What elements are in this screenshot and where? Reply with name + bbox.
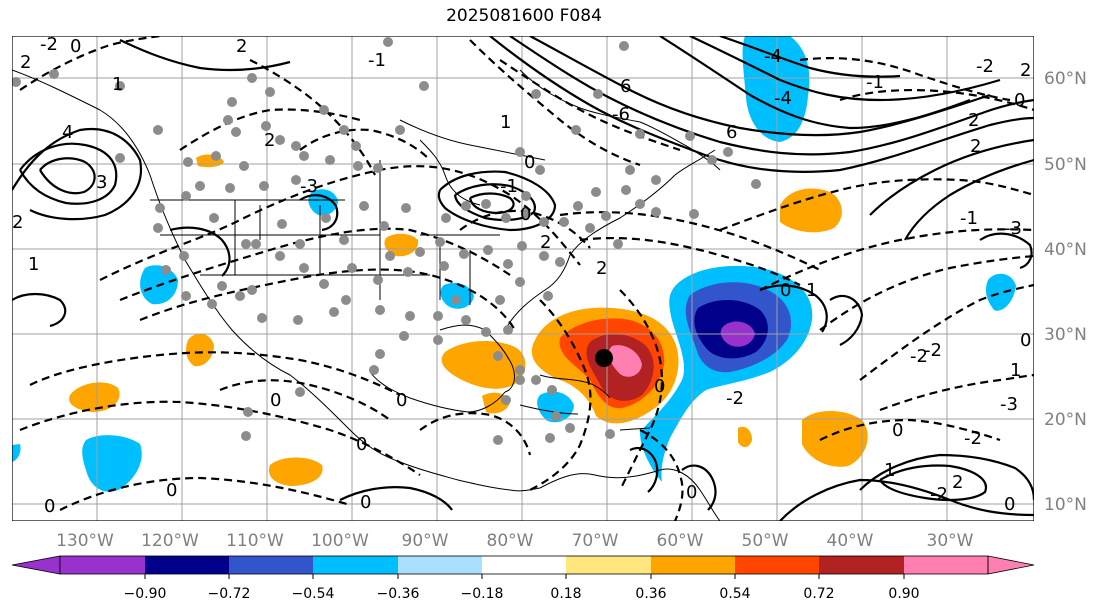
svg-text:1: 1 [1010, 360, 1021, 381]
svg-text:0: 0 [360, 492, 371, 513]
map-area: 2 -2 0 1 4 3 2 1 2 2 -3 -1 1 0 -1 0 2 6 … [12, 34, 1034, 521]
svg-text:0: 0 [356, 434, 367, 455]
svg-text:-1: -1 [866, 72, 884, 93]
svg-text:−0.54: −0.54 [292, 586, 335, 602]
svg-text:−0.90: −0.90 [124, 586, 167, 602]
svg-text:2: 2 [970, 136, 981, 157]
svg-text:0: 0 [166, 480, 177, 501]
svg-text:-2: -2 [910, 346, 928, 367]
coastlines [12, 69, 721, 521]
svg-text:100°W: 100°W [311, 531, 369, 551]
svg-text:4: 4 [62, 122, 73, 143]
svg-text:-3: -3 [300, 176, 318, 197]
svg-text:-2: -2 [726, 388, 744, 409]
svg-text:30°N: 30°N [1044, 325, 1087, 345]
svg-text:1: 1 [884, 460, 895, 481]
svg-text:2: 2 [596, 258, 607, 279]
svg-text:3: 3 [96, 172, 107, 193]
svg-text:6: 6 [620, 76, 631, 97]
svg-text:0.36: 0.36 [635, 586, 666, 602]
svg-text:130°W: 130°W [56, 531, 114, 551]
svg-text:-4: -4 [774, 88, 792, 109]
svg-text:-3: -3 [1004, 218, 1022, 239]
svg-text:0.90: 0.90 [888, 586, 919, 602]
svg-text:60°N: 60°N [1044, 69, 1087, 89]
svg-text:−0.36: −0.36 [377, 586, 420, 602]
svg-text:2: 2 [236, 36, 247, 57]
svg-text:-2: -2 [924, 340, 942, 361]
svg-text:0: 0 [780, 280, 791, 301]
svg-text:2: 2 [952, 472, 963, 493]
svg-text:-1: -1 [368, 50, 386, 71]
svg-text:6: 6 [726, 122, 737, 143]
colorbar: −0.90 −0.72 −0.54 −0.36 −0.18 0.18 0.36 … [11, 555, 1035, 602]
svg-text:10°N: 10°N [1044, 495, 1087, 515]
negative-anomaly-shading [12, 36, 1016, 492]
svg-text:-6: -6 [612, 104, 630, 125]
svg-text:110°W: 110°W [226, 531, 284, 551]
svg-text:0.18: 0.18 [550, 586, 581, 602]
colorbar-tick-labels: −0.90 −0.72 −0.54 −0.36 −0.18 0.18 0.36 … [124, 586, 920, 602]
svg-text:-2: -2 [40, 34, 58, 55]
svg-text:-2: -2 [930, 484, 948, 505]
svg-text:90°W: 90°W [402, 531, 449, 551]
svg-text:2: 2 [264, 130, 275, 151]
svg-text:−0.18: −0.18 [461, 586, 504, 602]
svg-text:2: 2 [12, 212, 23, 233]
svg-text:0: 0 [44, 496, 55, 517]
svg-text:-1: -1 [960, 208, 978, 229]
svg-text:2: 2 [20, 52, 31, 73]
svg-text:0: 0 [270, 390, 281, 411]
svg-text:0: 0 [686, 482, 697, 503]
svg-text:80°W: 80°W [487, 531, 534, 551]
svg-text:0: 0 [892, 420, 903, 441]
longitude-labels: 130°W 120°W 110°W 100°W 90°W 80°W 70°W 6… [56, 531, 974, 551]
svg-text:0: 0 [1014, 90, 1025, 111]
svg-text:−0.72: −0.72 [208, 586, 251, 602]
svg-text:30°W: 30°W [927, 531, 974, 551]
svg-text:0: 0 [1004, 494, 1015, 515]
svg-text:0.72: 0.72 [803, 586, 834, 602]
svg-text:2: 2 [968, 110, 979, 131]
positive-contours [12, 36, 1034, 521]
svg-text:1: 1 [806, 280, 817, 301]
svg-text:-3: -3 [1000, 394, 1018, 415]
svg-text:2: 2 [540, 232, 551, 253]
svg-text:50°W: 50°W [742, 531, 789, 551]
svg-text:2: 2 [1020, 60, 1031, 81]
svg-text:0: 0 [1020, 330, 1031, 351]
svg-text:20°N: 20°N [1044, 410, 1087, 430]
svg-text:-2: -2 [964, 428, 982, 449]
svg-text:50°N: 50°N [1044, 155, 1087, 175]
map-title: 2025081600 F084 [446, 6, 602, 26]
svg-text:0.54: 0.54 [719, 586, 750, 602]
svg-text:0: 0 [70, 36, 81, 57]
svg-text:0: 0 [396, 390, 407, 411]
svg-text:0: 0 [520, 204, 531, 225]
latitude-labels: 60°N 50°N 40°N 30°N 20°N 10°N [1044, 69, 1087, 515]
svg-text:1: 1 [112, 74, 123, 95]
svg-text:1: 1 [28, 254, 39, 275]
svg-text:120°W: 120°W [141, 531, 199, 551]
svg-text:70°W: 70°W [572, 531, 619, 551]
station-dots [12, 37, 761, 445]
colorbar-extend-low [11, 555, 61, 575]
svg-text:-4: -4 [764, 46, 782, 67]
storm-center-marker [595, 349, 613, 367]
svg-text:1: 1 [500, 112, 511, 133]
svg-text:0: 0 [524, 152, 535, 173]
colorbar-extend-high [987, 555, 1035, 575]
svg-text:40°W: 40°W [827, 531, 874, 551]
svg-text:-1: -1 [500, 176, 518, 197]
contour-labels: 2 -2 0 1 4 3 2 1 2 2 -3 -1 1 0 -1 0 2 6 … [12, 34, 1031, 517]
svg-text:0: 0 [654, 376, 665, 397]
svg-text:60°W: 60°W [657, 531, 704, 551]
svg-text:40°N: 40°N [1044, 240, 1087, 260]
svg-text:-2: -2 [976, 56, 994, 77]
